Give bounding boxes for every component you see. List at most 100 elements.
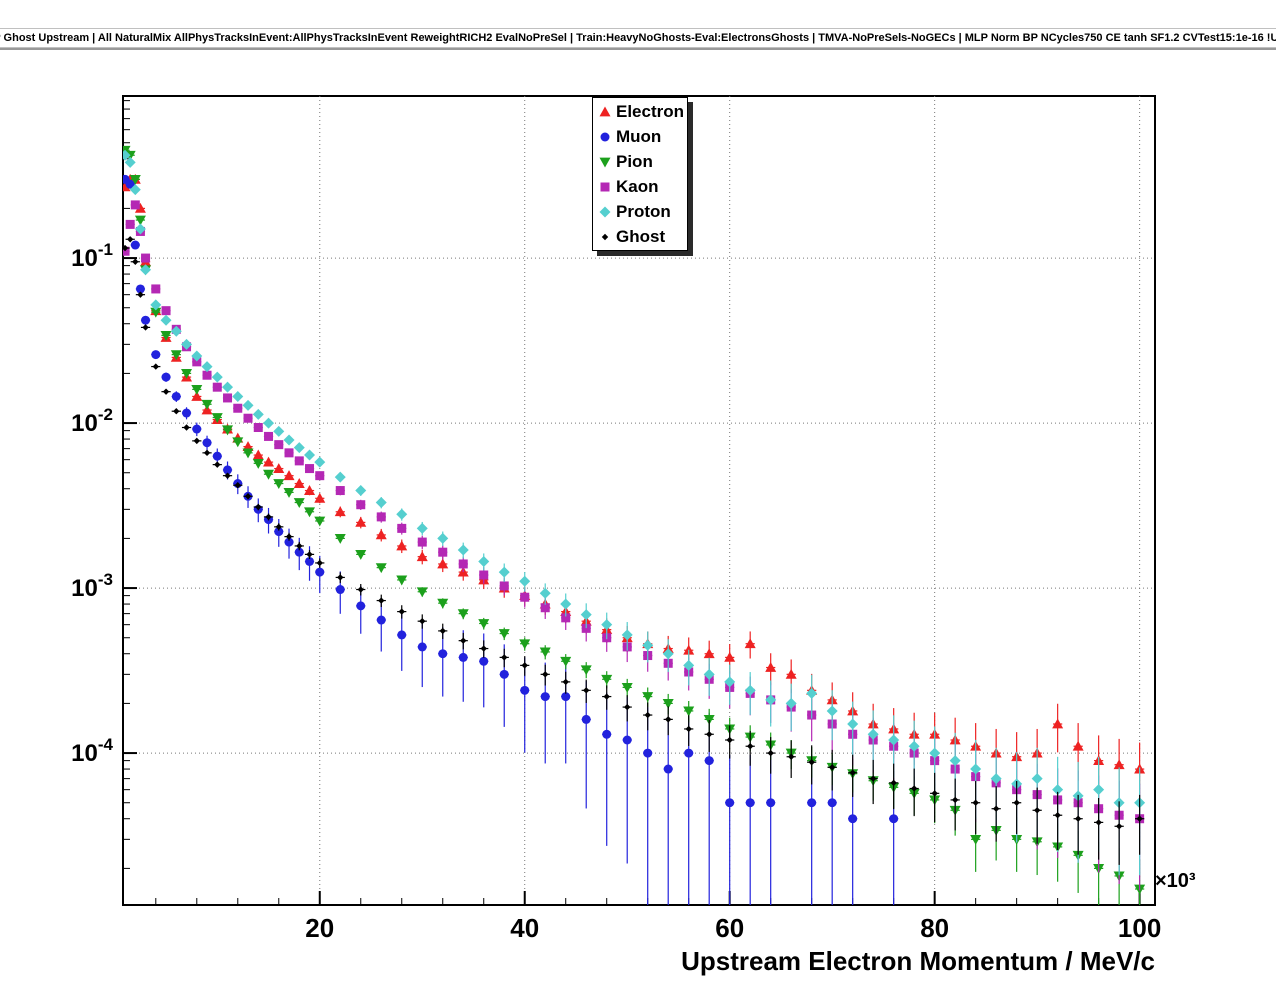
- marker-small-diamond: [234, 482, 241, 489]
- marker-triangle-up: [599, 106, 611, 116]
- x-axis-multiplier: ×10³: [1155, 870, 1196, 892]
- legend-entry-proton: Proton: [593, 199, 687, 224]
- marker-triangle-down: [134, 215, 146, 226]
- legend-label: Ghost: [616, 227, 666, 246]
- marker-diamond: [181, 338, 193, 350]
- marker-triangle-up: [252, 449, 264, 460]
- legend-label: Electron: [616, 102, 685, 121]
- marker-small-diamond: [193, 437, 200, 445]
- marker-diamond: [826, 705, 838, 717]
- marker-triangle-up: [416, 551, 428, 562]
- marker-diamond: [908, 740, 920, 752]
- x-tick-label: 40: [510, 913, 539, 943]
- marker-diamond: [273, 425, 285, 437]
- marker-square: [397, 523, 407, 533]
- marker-square: [161, 306, 171, 316]
- marker-diamond: [263, 417, 275, 429]
- marker-diamond: [703, 668, 715, 680]
- marker-diamond: [1093, 784, 1105, 796]
- marker-square: [479, 570, 489, 580]
- marker-small-diamond: [337, 574, 344, 581]
- marker-triangle-down: [304, 507, 316, 518]
- marker-square: [458, 559, 468, 569]
- marker-triangle-down: [375, 563, 387, 574]
- marker-small-diamond: [601, 233, 609, 240]
- marker-small-diamond: [132, 258, 139, 265]
- marker-triangle-down: [263, 469, 275, 480]
- marker-small-diamond: [460, 637, 467, 644]
- marker-circle: [684, 748, 694, 758]
- marker-circle: [305, 556, 315, 566]
- marker-small-diamond: [808, 759, 815, 766]
- marker-small-diamond: [173, 408, 180, 415]
- marker-triangle-down: [211, 413, 223, 424]
- marker-triangle-down: [601, 674, 613, 685]
- marker-triangle-down: [273, 479, 285, 490]
- marker-small-diamond: [224, 472, 231, 479]
- marker-diamond: [580, 609, 592, 621]
- marker-square: [202, 370, 212, 380]
- x-tick-label: 20: [305, 913, 334, 943]
- legend-label: Pion: [616, 152, 653, 171]
- square-legend-icon: [600, 182, 610, 191]
- marker-diamond: [437, 532, 449, 544]
- marker-square: [561, 613, 571, 623]
- marker-diamond: [1052, 784, 1064, 796]
- marker-circle: [807, 798, 817, 808]
- marker-triangle-down: [355, 549, 367, 560]
- marker-small-diamond: [583, 687, 590, 694]
- marker-square: [125, 219, 135, 229]
- series-ghost: [123, 236, 1145, 865]
- marker-triangle-down: [232, 437, 244, 448]
- triangle-down-legend-icon: [599, 157, 611, 167]
- marker-diamond: [683, 659, 695, 671]
- marker-triangle-down: [129, 174, 141, 185]
- marker-small-diamond: [152, 363, 159, 370]
- marker-square: [212, 382, 222, 392]
- marker-small-diamond: [1074, 815, 1082, 822]
- marker-diamond: [724, 676, 736, 688]
- marker-triangle-down: [416, 587, 428, 598]
- marker-triangle-up: [396, 540, 408, 551]
- marker-circle: [376, 615, 386, 625]
- marker-triangle-down: [242, 448, 254, 459]
- marker-diamond: [765, 694, 777, 706]
- marker-diamond: [806, 687, 818, 699]
- marker-small-diamond: [910, 785, 918, 792]
- marker-triangle-down: [662, 698, 674, 709]
- plot-title: TrackP Ghost Upstream | All NaturalMix A…: [0, 28, 1276, 48]
- marker-small-diamond: [265, 513, 272, 521]
- legend-label: Kaon: [616, 177, 659, 196]
- marker-diamond: [949, 755, 961, 767]
- marker-square: [520, 592, 530, 602]
- marker-triangle-down: [201, 399, 213, 410]
- marker-diamond: [621, 629, 633, 641]
- x-tick-label: 80: [920, 913, 949, 943]
- marker-small-diamond: [285, 533, 293, 540]
- marker-small-diamond: [931, 790, 938, 797]
- marker-diamond: [416, 522, 428, 534]
- marker-diamond: [355, 485, 367, 497]
- marker-circle: [848, 814, 858, 824]
- diamond-legend-icon: [599, 206, 611, 217]
- marker-square: [223, 393, 233, 403]
- marker-diamond: [457, 544, 469, 556]
- marker-small-diamond: [480, 645, 487, 652]
- marker-small-diamond: [439, 627, 446, 635]
- marker-circle: [704, 756, 714, 766]
- marker-small-diamond: [203, 449, 211, 457]
- marker-diamond: [191, 350, 203, 362]
- legend-label: Muon: [616, 127, 662, 146]
- marker-circle: [130, 240, 140, 250]
- marker-triangle-down: [580, 665, 592, 676]
- marker-diamond: [211, 371, 223, 383]
- marker-triangle-up: [437, 558, 449, 569]
- marker-circle: [766, 798, 776, 808]
- marker-circle: [141, 315, 151, 325]
- marker-small-diamond: [378, 597, 385, 604]
- marker-diamond: [744, 684, 756, 696]
- marker-diamond: [283, 434, 295, 446]
- marker-triangle-down: [293, 498, 305, 509]
- marker-diamond: [252, 408, 264, 420]
